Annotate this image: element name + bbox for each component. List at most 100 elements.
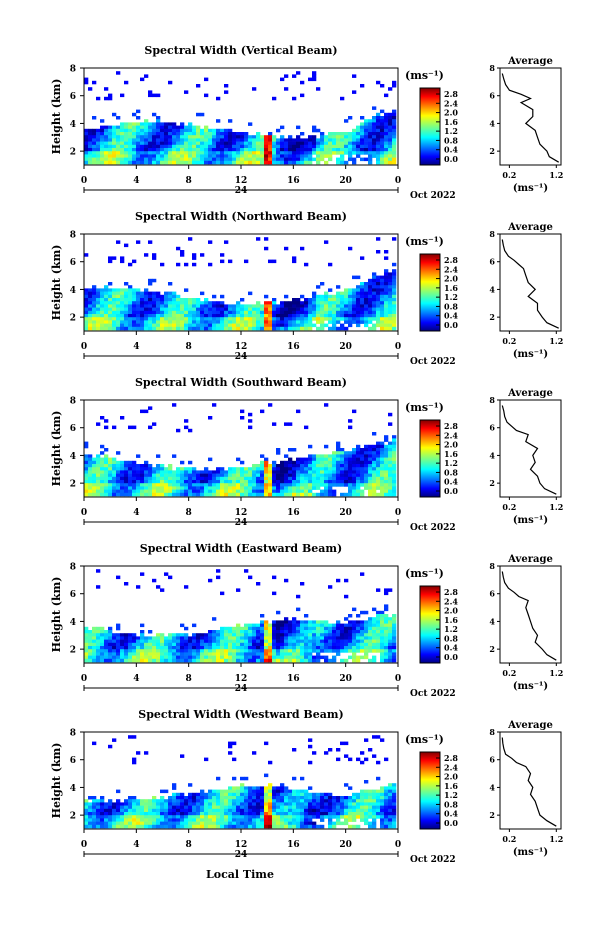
heatmap-cell bbox=[84, 317, 89, 321]
heatmap-cell bbox=[252, 141, 257, 146]
heatmap-cell bbox=[336, 307, 341, 312]
heatmap-cell bbox=[332, 298, 337, 302]
heatmap-cell bbox=[236, 307, 241, 312]
heatmap-cell bbox=[300, 473, 305, 478]
heatmap-cell bbox=[208, 818, 213, 822]
heatmap-cell bbox=[240, 789, 245, 794]
heatmap-cell bbox=[116, 808, 121, 813]
heatmap-cell bbox=[384, 320, 389, 324]
heatmap-cell bbox=[104, 301, 109, 305]
heatmap-cell bbox=[188, 639, 193, 644]
heatmap-cell bbox=[108, 492, 113, 497]
heatmap-cell bbox=[360, 122, 365, 126]
heatmap-cell bbox=[136, 658, 141, 663]
heatmap-cell bbox=[376, 642, 381, 647]
heatmap-cell bbox=[116, 492, 121, 497]
heatmap-cell bbox=[344, 808, 349, 813]
heatmap-cell bbox=[244, 304, 249, 308]
heatmap-cell bbox=[116, 160, 121, 165]
heatmap-cell bbox=[244, 320, 249, 324]
heatmap-cell bbox=[96, 307, 101, 312]
heatmap-cell bbox=[272, 492, 277, 497]
profile-x-tick-label: 1.2 bbox=[549, 668, 563, 678]
heatmap-cell bbox=[96, 148, 101, 152]
heatmap-cell bbox=[220, 128, 225, 133]
heatmap-cell bbox=[160, 138, 165, 142]
heatmap-cell bbox=[364, 285, 369, 289]
heatmap-cell bbox=[116, 476, 121, 481]
heatmap-cell bbox=[296, 646, 301, 650]
heatmap-cell bbox=[328, 310, 333, 315]
heatmap-cell bbox=[188, 326, 193, 331]
heatmap-cell bbox=[232, 304, 237, 308]
heatmap-cell bbox=[180, 489, 185, 494]
heatmap-cell bbox=[180, 754, 185, 758]
heatmap-cell bbox=[196, 317, 201, 321]
heatmap-cell bbox=[152, 470, 157, 474]
heatmap-cell bbox=[112, 808, 117, 813]
heatmap-cell bbox=[384, 307, 389, 312]
heatmap-cell bbox=[252, 310, 257, 315]
heatmap-cell bbox=[208, 658, 213, 663]
heatmap-cell bbox=[384, 151, 389, 155]
heatmap-cell bbox=[120, 317, 125, 321]
heatmap-cell bbox=[140, 157, 145, 162]
heatmap-cell bbox=[216, 470, 221, 474]
heatmap-cell bbox=[348, 757, 353, 762]
heatmap-cell bbox=[392, 116, 397, 120]
heatmap-cell bbox=[108, 470, 113, 474]
heatmap-cell bbox=[388, 307, 393, 312]
heatmap-cell bbox=[116, 314, 121, 318]
heatmap-cell bbox=[132, 467, 137, 471]
heatmap-cell bbox=[288, 824, 293, 829]
heatmap-cell bbox=[392, 467, 397, 471]
heatmap-cell bbox=[176, 792, 181, 797]
panel-2: Spectral Width (Southward Beam)2468Heigh… bbox=[50, 376, 563, 533]
heatmap-cell bbox=[88, 307, 93, 312]
heatmap-cell bbox=[392, 792, 397, 797]
heatmap-cell bbox=[180, 476, 185, 481]
heatmap-cell bbox=[248, 802, 253, 806]
heatmap-cell bbox=[120, 323, 125, 328]
heatmap-cell bbox=[368, 278, 373, 283]
heatmap-cell bbox=[364, 125, 369, 130]
heatmap-cell bbox=[192, 649, 197, 653]
heatmap-cell bbox=[92, 633, 97, 637]
heatmap-cell bbox=[280, 326, 285, 331]
heatmap-cell bbox=[180, 122, 185, 126]
heatmap-cell bbox=[88, 454, 93, 458]
heatmap-cell bbox=[356, 486, 361, 490]
heatmap-cell bbox=[312, 473, 317, 478]
heatmap-cell bbox=[368, 492, 373, 497]
heatmap-cell bbox=[280, 314, 285, 318]
heatmap-cell bbox=[244, 132, 249, 136]
heatmap-cell bbox=[356, 649, 361, 653]
heatmap-cell bbox=[372, 326, 377, 331]
heatmap-cell bbox=[284, 74, 289, 78]
heatmap-cell bbox=[260, 652, 265, 656]
heatmap-cell bbox=[368, 285, 373, 289]
heatmap-cell bbox=[244, 815, 249, 819]
heatmap-cell bbox=[352, 658, 357, 663]
heatmap-cell bbox=[292, 642, 297, 647]
heatmap-cell bbox=[228, 326, 233, 331]
heatmap-cell bbox=[348, 314, 353, 318]
heatmap-cell bbox=[132, 323, 137, 328]
heatmap-cell bbox=[92, 646, 97, 650]
panel-4: Spectral Width (Westward Beam)2468Height… bbox=[50, 708, 563, 865]
heatmap-cell bbox=[392, 317, 397, 321]
heatmap-cell bbox=[296, 486, 301, 490]
heatmap-cell bbox=[120, 476, 125, 481]
heatmap-cell bbox=[376, 588, 381, 592]
heatmap-cell bbox=[320, 157, 325, 162]
heatmap-cell bbox=[84, 812, 89, 816]
y-tick-label: 4 bbox=[70, 784, 76, 794]
heatmap-cell bbox=[180, 646, 185, 650]
heatmap-cell bbox=[280, 489, 285, 494]
heatmap-cell bbox=[204, 655, 209, 660]
heatmap-cell bbox=[232, 805, 237, 810]
heatmap-cell bbox=[368, 489, 373, 494]
heatmap-cell bbox=[204, 154, 209, 158]
heatmap-cell bbox=[360, 125, 365, 130]
heatmap-cell bbox=[248, 138, 253, 142]
